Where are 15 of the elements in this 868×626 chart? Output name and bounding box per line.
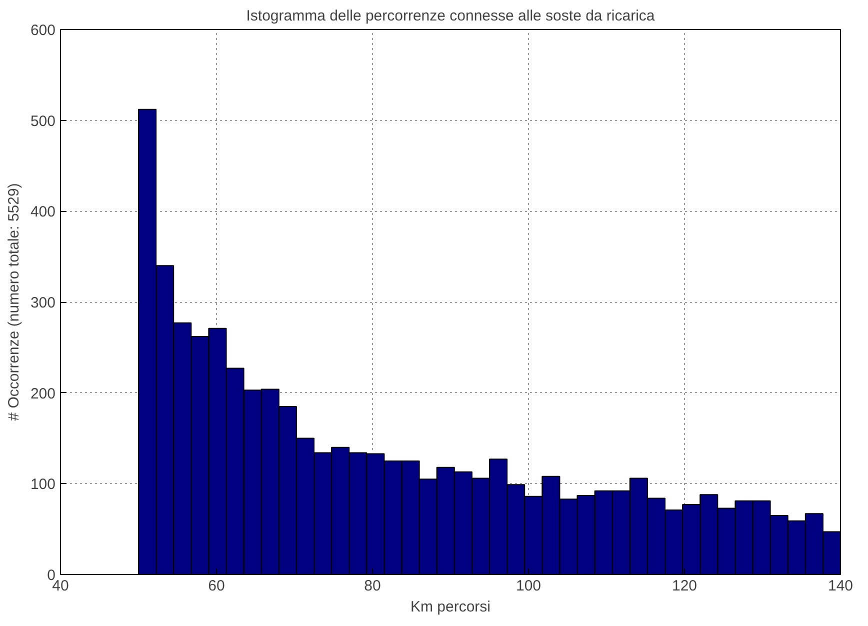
x-tick-label: 100 [516, 578, 542, 594]
y-tick-label: 500 [30, 112, 56, 130]
y-tick-label: 0 [47, 567, 56, 584]
y-axis-title: # Occorrenze (numero totale: 5529) [5, 183, 22, 421]
x-axis-title: Km percorsi [410, 598, 491, 616]
y-tick-label: 300 [30, 294, 56, 312]
x-tick-label: 140 [828, 578, 854, 594]
x-tick-label: 80 [364, 578, 381, 594]
x-tick-label: 120 [672, 578, 698, 594]
y-tick-label: 100 [30, 476, 56, 494]
chart-title: Istogramma delle percorrenze connesse alle soste da ricarica [246, 8, 656, 24]
y-tick-label: 200 [30, 385, 56, 402]
y-tick-label: 600 [30, 22, 56, 39]
y-tick-label: 400 [30, 204, 56, 221]
x-tick-label: 60 [208, 578, 225, 594]
